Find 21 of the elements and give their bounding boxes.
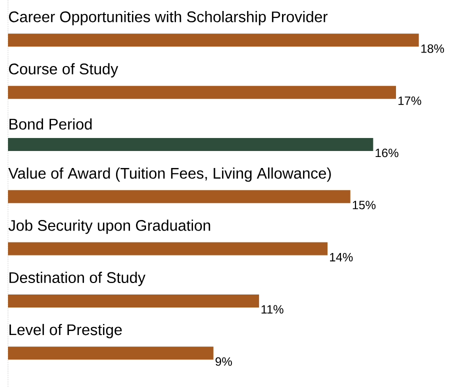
y-tick-label: Level of Prestige xyxy=(10,324,122,338)
data-label: 17% xyxy=(398,96,422,105)
y-tick-label: Destination of Study xyxy=(10,272,146,286)
bar xyxy=(8,34,419,47)
data-label: 14% xyxy=(330,252,353,262)
bar xyxy=(8,86,396,99)
y-tick-label: Course of Study xyxy=(9,63,118,78)
data-label: 9% xyxy=(216,357,232,366)
bar xyxy=(8,190,350,204)
data-label: 18% xyxy=(421,44,444,53)
bar xyxy=(8,294,260,308)
y-tick-label: Job Security upon Graduation xyxy=(8,220,210,234)
data-label: 11% xyxy=(262,305,284,314)
y-tick-label: Bond Period xyxy=(10,118,92,130)
y-tick-label: Career Opportunities with Scholarship Provider xyxy=(9,11,328,26)
bar xyxy=(8,346,214,360)
bar xyxy=(8,242,328,256)
data-label: 15% xyxy=(352,200,376,210)
bar xyxy=(8,138,374,151)
data-label: 16% xyxy=(376,148,398,158)
y-tick-label: Value of Award (Tuition Fees, Living Allowance) xyxy=(8,167,331,182)
